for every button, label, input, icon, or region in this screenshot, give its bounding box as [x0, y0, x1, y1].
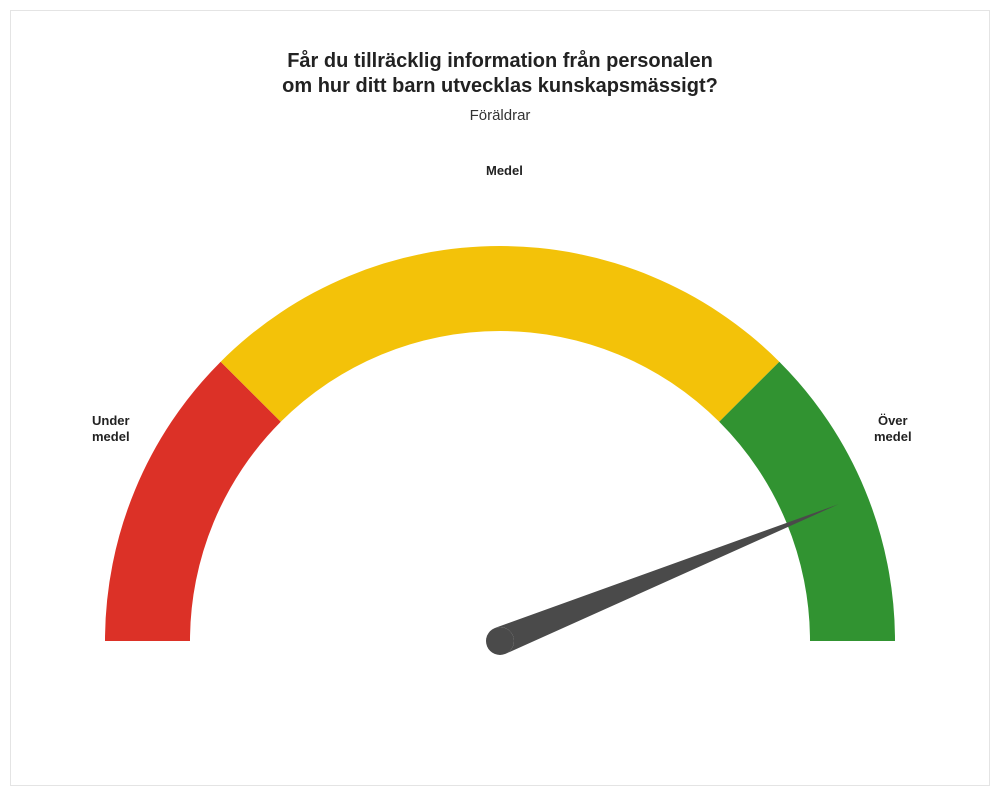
gauge-chart: Under medel Medel Över medel — [60, 181, 940, 661]
chart-frame: Får du tillräcklig information från pers… — [10, 10, 990, 786]
gauge-svg — [60, 181, 940, 661]
subtitle: Föräldrar — [11, 107, 989, 124]
gauge-hub — [486, 627, 514, 655]
gauge-segment — [221, 246, 780, 422]
segment-label-over: Över medel — [874, 413, 912, 444]
gauge-segment — [719, 362, 895, 641]
gauge-needle — [495, 504, 839, 654]
segment-label-under: Under medel — [92, 413, 130, 444]
title-block: Får du tillräcklig information från pers… — [11, 49, 989, 124]
title-line-1: Får du tillräcklig information från pers… — [11, 49, 989, 74]
segment-label-medel: Medel — [486, 163, 523, 179]
title-line-2: om hur ditt barn utvecklas kunskapsmässi… — [11, 74, 989, 99]
gauge-segment — [105, 362, 281, 641]
